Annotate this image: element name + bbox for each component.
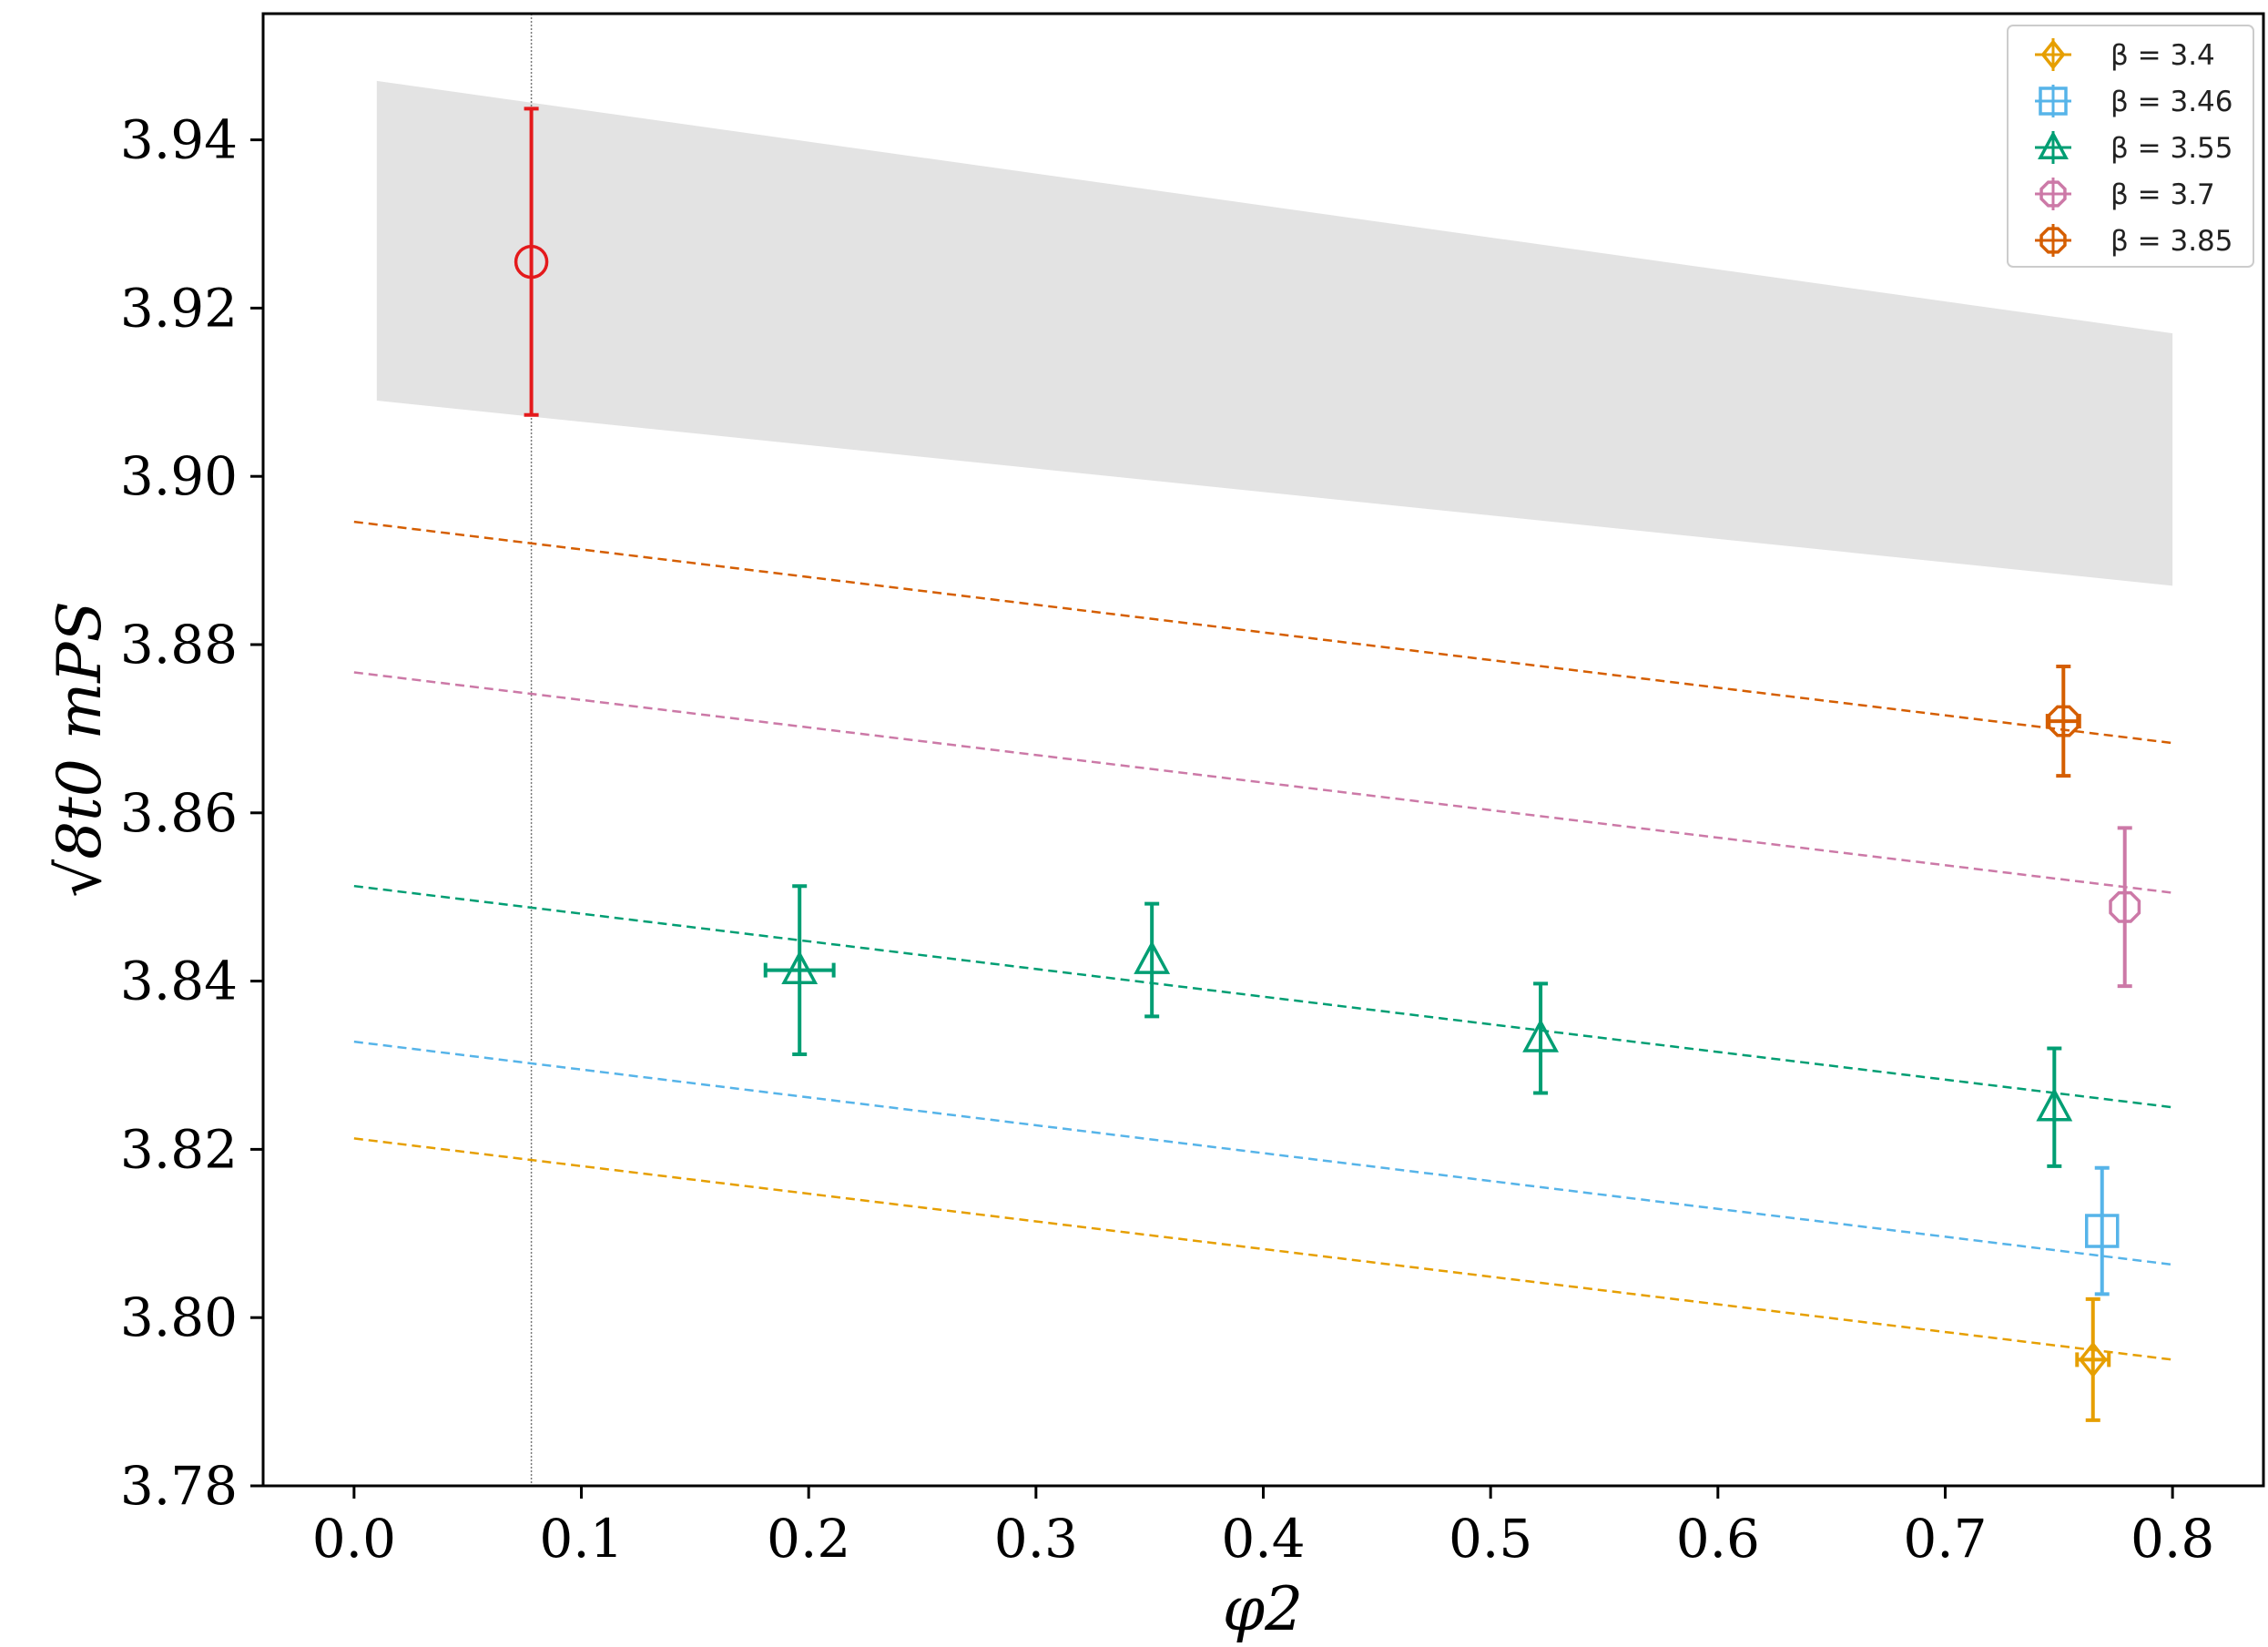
- legend-octagon-icon: [2039, 180, 2067, 208]
- legend: β = 3.4 β = 3.46 β = 3.55 β = 3.7 β = 3.85: [2007, 25, 2254, 268]
- data-point-3-46-0: [2084, 1165, 2120, 1296]
- x-tick-label: 0.2: [767, 1508, 850, 1570]
- y-tick-label: 3.84: [120, 951, 238, 1012]
- legend-box: [2007, 25, 2254, 268]
- x-tick-label: 0.3: [994, 1508, 1078, 1570]
- octagon-marker: [2109, 890, 2141, 923]
- x-tick-label: 0.1: [539, 1508, 623, 1570]
- legend-item-3-4: β = 3.4: [2035, 38, 2215, 72]
- x-tick-label: 0.8: [2131, 1508, 2214, 1570]
- diamond-marker: [2078, 1341, 2108, 1378]
- legend-item-3-7: β = 3.7: [2035, 178, 2215, 211]
- legend-octagon-icon: [2039, 227, 2067, 254]
- x-tick-label: 0.6: [1676, 1508, 1760, 1570]
- extrapolated-point: [514, 107, 549, 417]
- legend-label: β = 3.4: [2110, 39, 2215, 72]
- legend-item-3-85: β = 3.85: [2035, 224, 2233, 258]
- x-tick-label: 0.7: [1903, 1508, 1987, 1570]
- y-tick-label: 3.88: [120, 614, 238, 676]
- x-tick-label: 0.4: [1221, 1508, 1305, 1570]
- triangle-marker: [2036, 1087, 2073, 1122]
- octagon-marker: [2047, 705, 2080, 737]
- legend-label: β = 3.7: [2110, 178, 2215, 211]
- error-bar: [2094, 1165, 2110, 1296]
- data-point-3-7-0: [2109, 826, 2141, 989]
- triangle-marker: [1134, 940, 1171, 974]
- data-point-3-55-3: [2036, 1046, 2073, 1168]
- triangle-marker: [781, 951, 819, 984]
- continuum-band: [376, 80, 2173, 586]
- y-tick-label: 3.82: [120, 1118, 238, 1180]
- legend-square-icon: [2039, 86, 2068, 116]
- error-bar: [2117, 826, 2132, 989]
- circle-marker: [514, 244, 549, 280]
- triangle-marker: [1522, 1018, 1560, 1052]
- x-tick-label: 0.5: [1449, 1508, 1532, 1570]
- error-bar: [763, 884, 836, 1056]
- data-point-3-4-0: [2075, 1296, 2111, 1422]
- error-bar: [1144, 901, 1160, 1019]
- y-tick-label: 3.94: [120, 109, 238, 171]
- y-tick-label: 3.92: [120, 277, 238, 339]
- y-tick-label: 3.86: [120, 782, 238, 844]
- x-tick-label: 0.0: [312, 1508, 396, 1570]
- legend-diamond-icon: [2040, 39, 2066, 70]
- x-axis-label: φ2: [1223, 1574, 1303, 1644]
- extrapolated-error-bar: [524, 107, 539, 417]
- y-tick-label: 3.80: [120, 1286, 238, 1348]
- data-point-3-85-0: [2045, 665, 2081, 778]
- data-point-3-55-1: [1134, 901, 1171, 1019]
- y-axis-ticks: 3.78 3.80 3.82 3.84 3.86 3.88 3.90 3.92 3.94: [120, 109, 263, 1517]
- error-bar: [2047, 1046, 2062, 1168]
- data-point-3-55-2: [1522, 981, 1560, 1095]
- y-tick-label: 3.90: [120, 445, 238, 507]
- legend-item-3-55: β = 3.55: [2035, 130, 2233, 165]
- data-points-layer: [514, 107, 2141, 1422]
- y-axis-label: √8t0 mPS: [45, 601, 115, 898]
- error-bar: [2045, 665, 2081, 778]
- square-marker: [2084, 1214, 2120, 1248]
- legend-label: β = 3.46: [2110, 86, 2233, 118]
- legend-triangle-icon: [2038, 130, 2069, 159]
- confidence-band-layer: [376, 80, 2173, 586]
- x-axis-ticks: 0.0 0.1 0.2 0.3 0.4 0.5 0.6 0.7 0.8: [312, 1486, 2214, 1570]
- error-bar: [1533, 981, 1549, 1095]
- legend-label: β = 3.55: [2110, 132, 2233, 165]
- legend-item-3-46: β = 3.46: [2035, 85, 2233, 118]
- legend-label: β = 3.85: [2110, 225, 2233, 258]
- data-point-3-55-0: [763, 884, 836, 1056]
- y-tick-label: 3.78: [120, 1455, 238, 1517]
